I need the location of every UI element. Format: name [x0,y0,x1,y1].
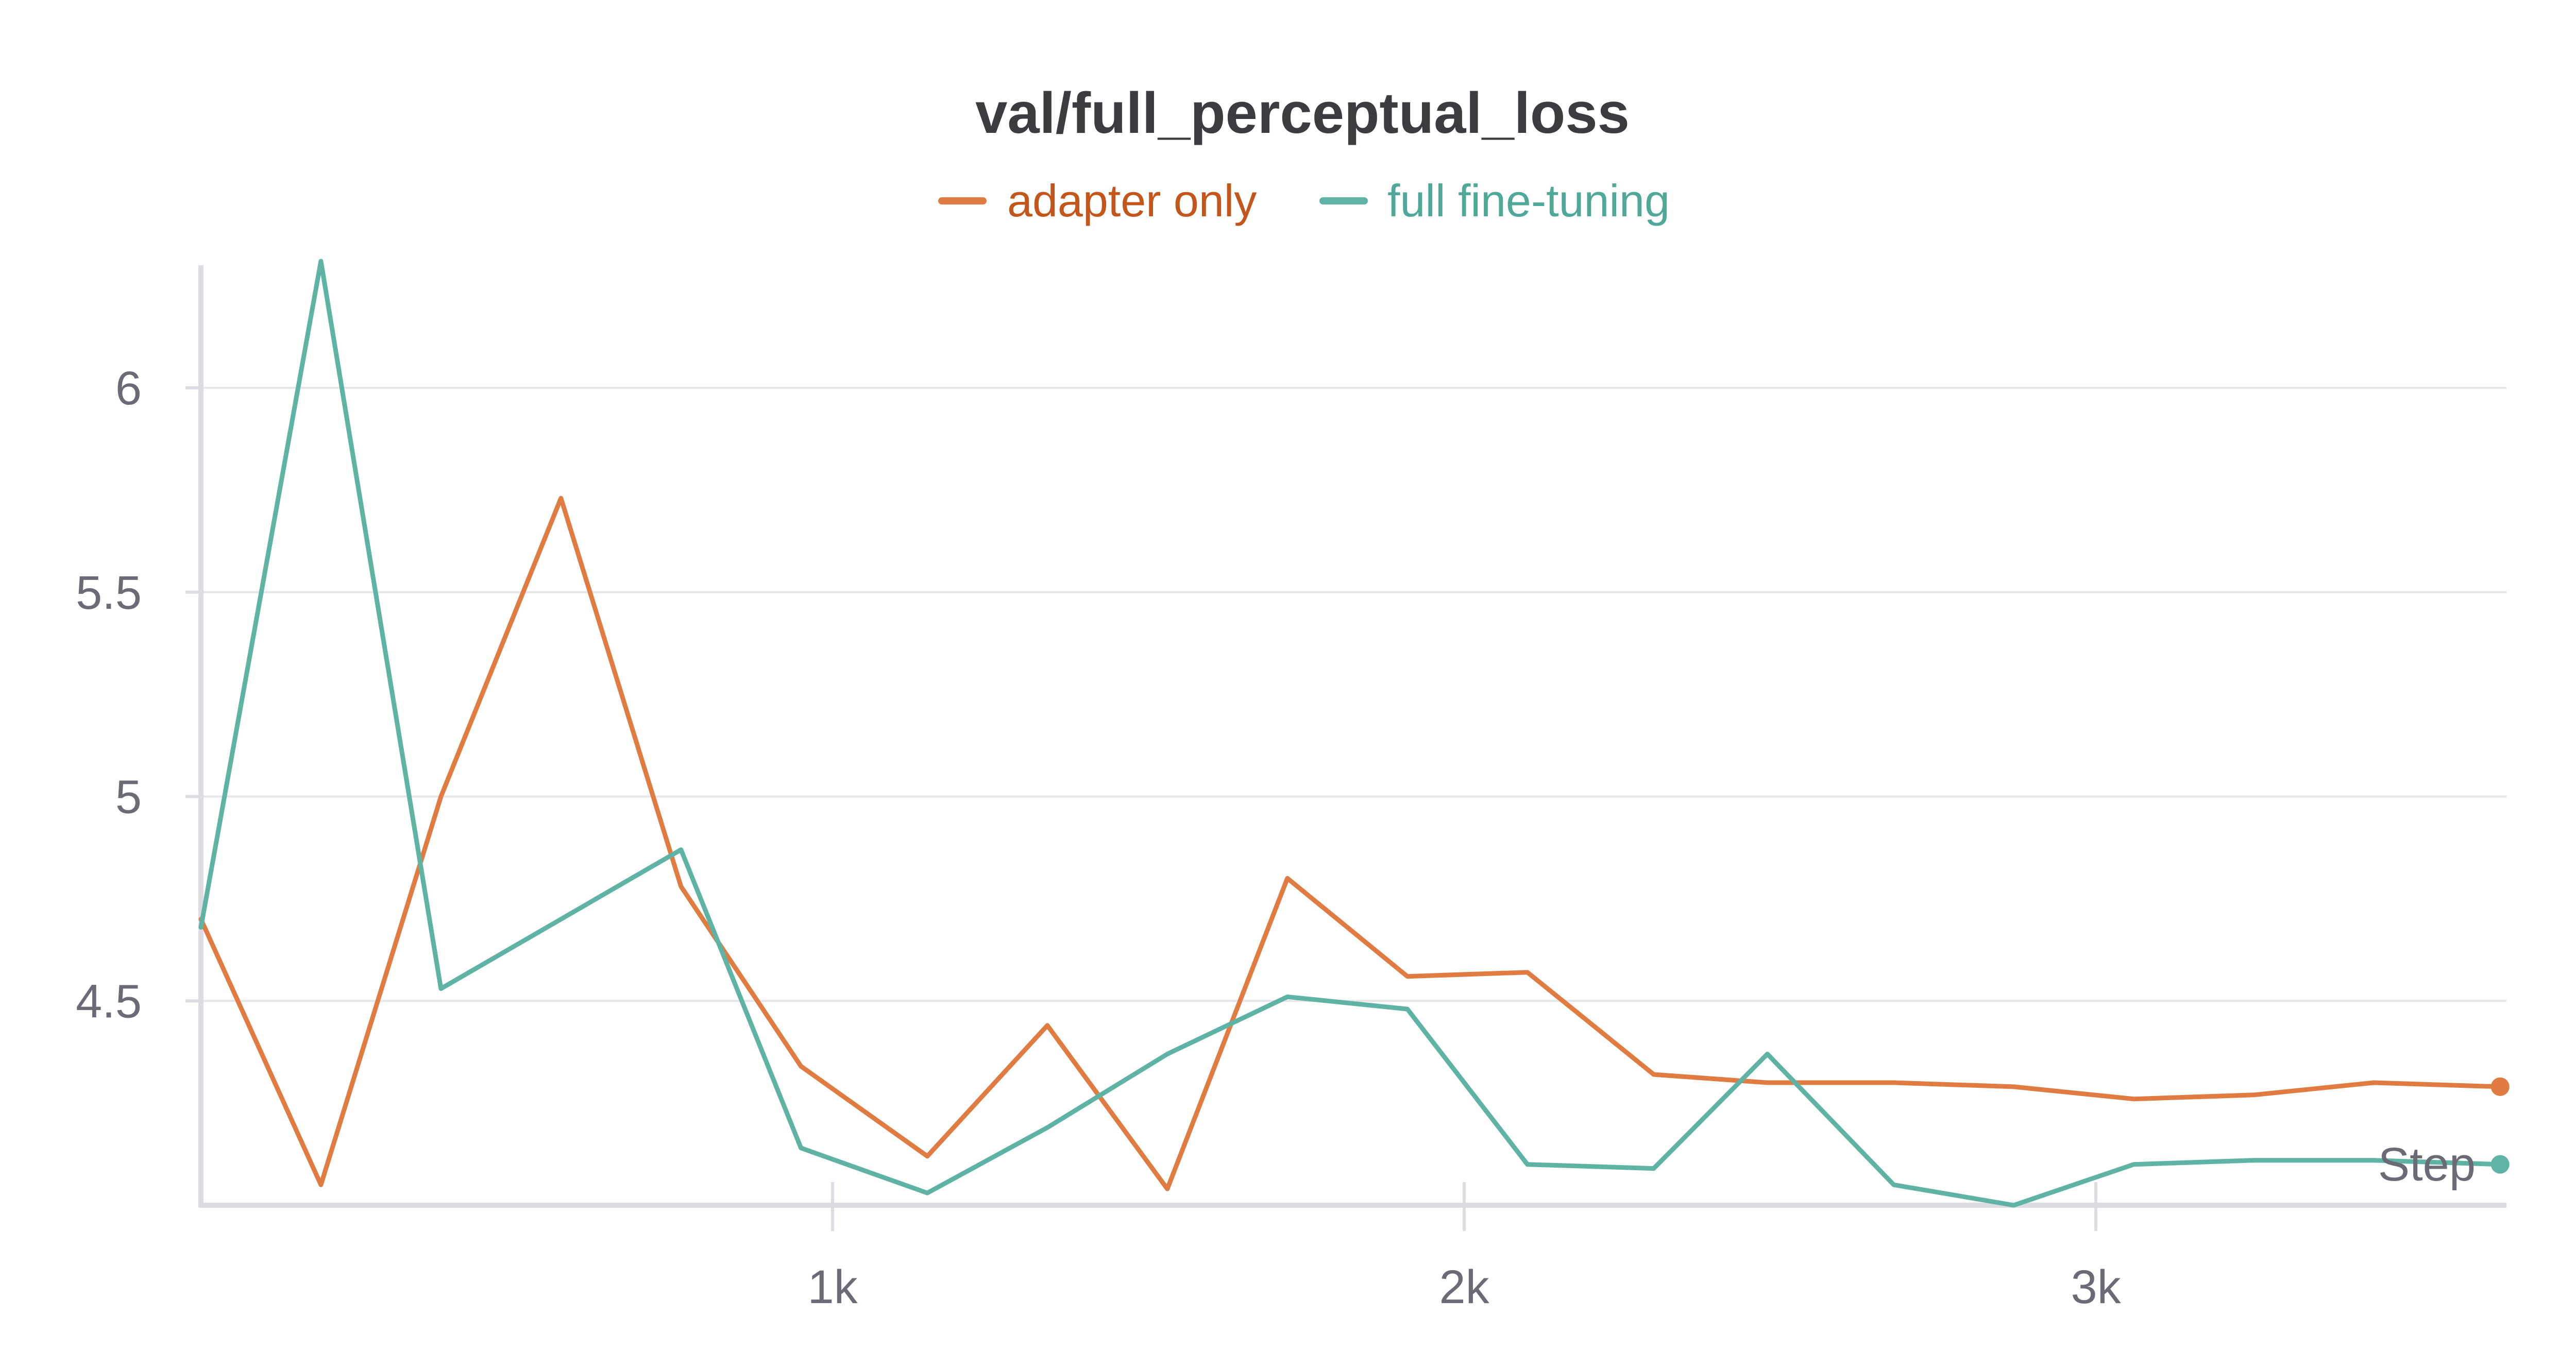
legend-label-full-fine-tuning[interactable]: full fine-tuning [1387,175,1670,226]
x-tick-label: 1k [807,1261,858,1313]
x-tick-label: 3k [2071,1261,2121,1313]
x-tick-label: 2k [1439,1261,1489,1313]
series-lines [198,259,2510,1208]
y-tick-label: 4.5 [76,975,142,1028]
chart-title: val/full_perceptual_loss [975,81,1630,145]
gridlines [201,387,2506,1002]
y-axis-ticks: 4.5 5 5.5 6 [76,362,201,1028]
axes [198,265,2506,1208]
x-axis-label: Step [2378,1138,2476,1191]
y-tick-label: 5 [115,771,142,824]
y-tick-label: 5.5 [76,567,142,619]
series-end-point-full-fine-tuning [2490,1155,2510,1174]
series-line-full-fine-tuning[interactable] [198,259,2503,1208]
legend-label-adapter-only[interactable]: adapter only [1007,175,1257,226]
x-axis-ticks: 1k 2k 3k [807,1182,2122,1313]
legend: adapter only full fine-tuning [938,175,1670,226]
y-tick-label: 6 [115,362,142,415]
series-end-point-adapter-only [2490,1077,2510,1096]
series-line-adapter-only[interactable] [198,495,2503,1191]
